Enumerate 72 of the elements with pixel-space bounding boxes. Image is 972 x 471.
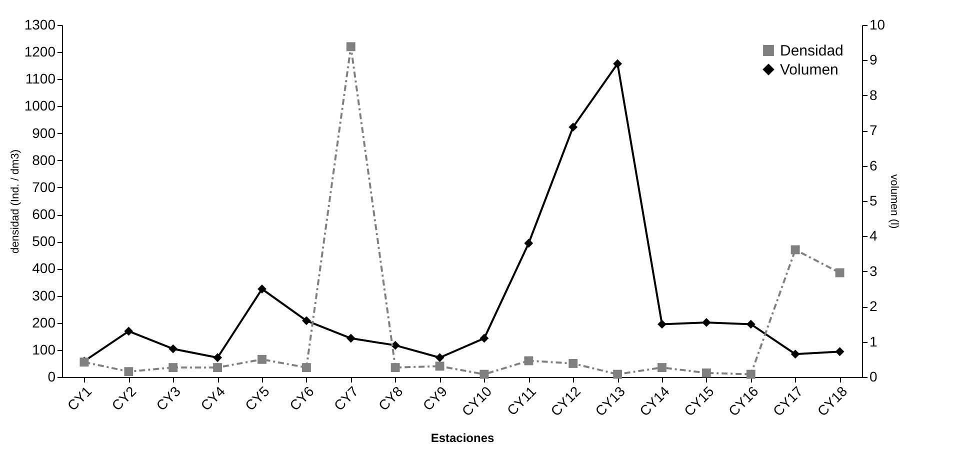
point [168, 363, 178, 372]
y-tick-label: 1200 [24, 44, 56, 60]
point [613, 59, 622, 68]
point [480, 334, 489, 343]
legend-label: Densidad [780, 42, 844, 60]
point [658, 320, 666, 329]
x-tick-label: CY8 [375, 382, 406, 414]
point [613, 370, 622, 379]
y2-tick-label: 8 [870, 86, 878, 103]
point [524, 356, 534, 366]
y-tick-label: 100 [32, 341, 56, 358]
point [524, 238, 534, 248]
y-tick-label: 0 [48, 368, 56, 384]
point [258, 284, 266, 294]
point [702, 318, 711, 327]
point [835, 347, 844, 356]
y-tick-label: 600 [32, 206, 56, 222]
y-tick-label: 700 [32, 178, 56, 195]
y2-tick-label: 7 [870, 122, 878, 138]
point [302, 363, 311, 372]
y-tick-label: 200 [32, 314, 56, 330]
x-tick-label: CY7 [330, 382, 362, 414]
point [746, 320, 756, 329]
y-tick-label: 1300 [24, 16, 56, 32]
y2-tick-label: 1 [870, 333, 878, 350]
point [168, 344, 178, 354]
y2-tick-label: 4 [870, 228, 878, 244]
x-tick-label: CY4 [197, 382, 228, 414]
point [213, 363, 222, 372]
point [258, 354, 266, 364]
point [124, 367, 134, 376]
legend-label: Volumen [780, 62, 838, 78]
y-tick-label: 400 [32, 260, 56, 276]
y-tick-label: 1100 [25, 70, 56, 87]
point [435, 362, 444, 371]
point [435, 353, 444, 362]
y2-tick-label: 6 [870, 157, 878, 174]
y-tick-label: 800 [32, 152, 56, 168]
point [302, 316, 311, 326]
point [835, 268, 844, 278]
point [346, 42, 356, 52]
y2-tick-label: 10 [870, 16, 886, 32]
point [480, 370, 489, 379]
y2-tick-label: 5 [870, 192, 878, 208]
point [124, 326, 134, 336]
y2-axis-title: volumen (l) [888, 174, 900, 229]
x-tick-label: CY5 [242, 382, 273, 414]
y2-tick-label: 3 [870, 262, 878, 279]
x-tick-label: CY1 [64, 382, 95, 414]
y-tick-label: 900 [32, 124, 56, 141]
point [702, 368, 711, 378]
point [568, 122, 578, 132]
y-tick-label: 1000 [24, 98, 56, 114]
point [658, 363, 666, 372]
point [346, 334, 356, 343]
point [568, 358, 578, 368]
y-tick-label: 500 [32, 233, 56, 250]
x-tick-label: CY3 [152, 382, 184, 414]
y-tick-label: 300 [32, 287, 56, 304]
y2-tick-label: 2 [870, 298, 878, 314]
point [790, 245, 800, 254]
y2-tick-label: 9 [870, 52, 878, 68]
x-tick-label: CY2 [108, 382, 140, 414]
x-tick-label: CY6 [286, 382, 317, 414]
x-tick-label: CY9 [420, 382, 450, 414]
point [390, 363, 400, 372]
point [790, 350, 800, 359]
point [746, 370, 756, 379]
x-axis-title: Estaciones [430, 431, 494, 446]
point [213, 353, 222, 362]
y-axis-title: densidad (Ind. / dm3) [9, 150, 22, 254]
y2-tick-label: 0 [870, 368, 878, 384]
